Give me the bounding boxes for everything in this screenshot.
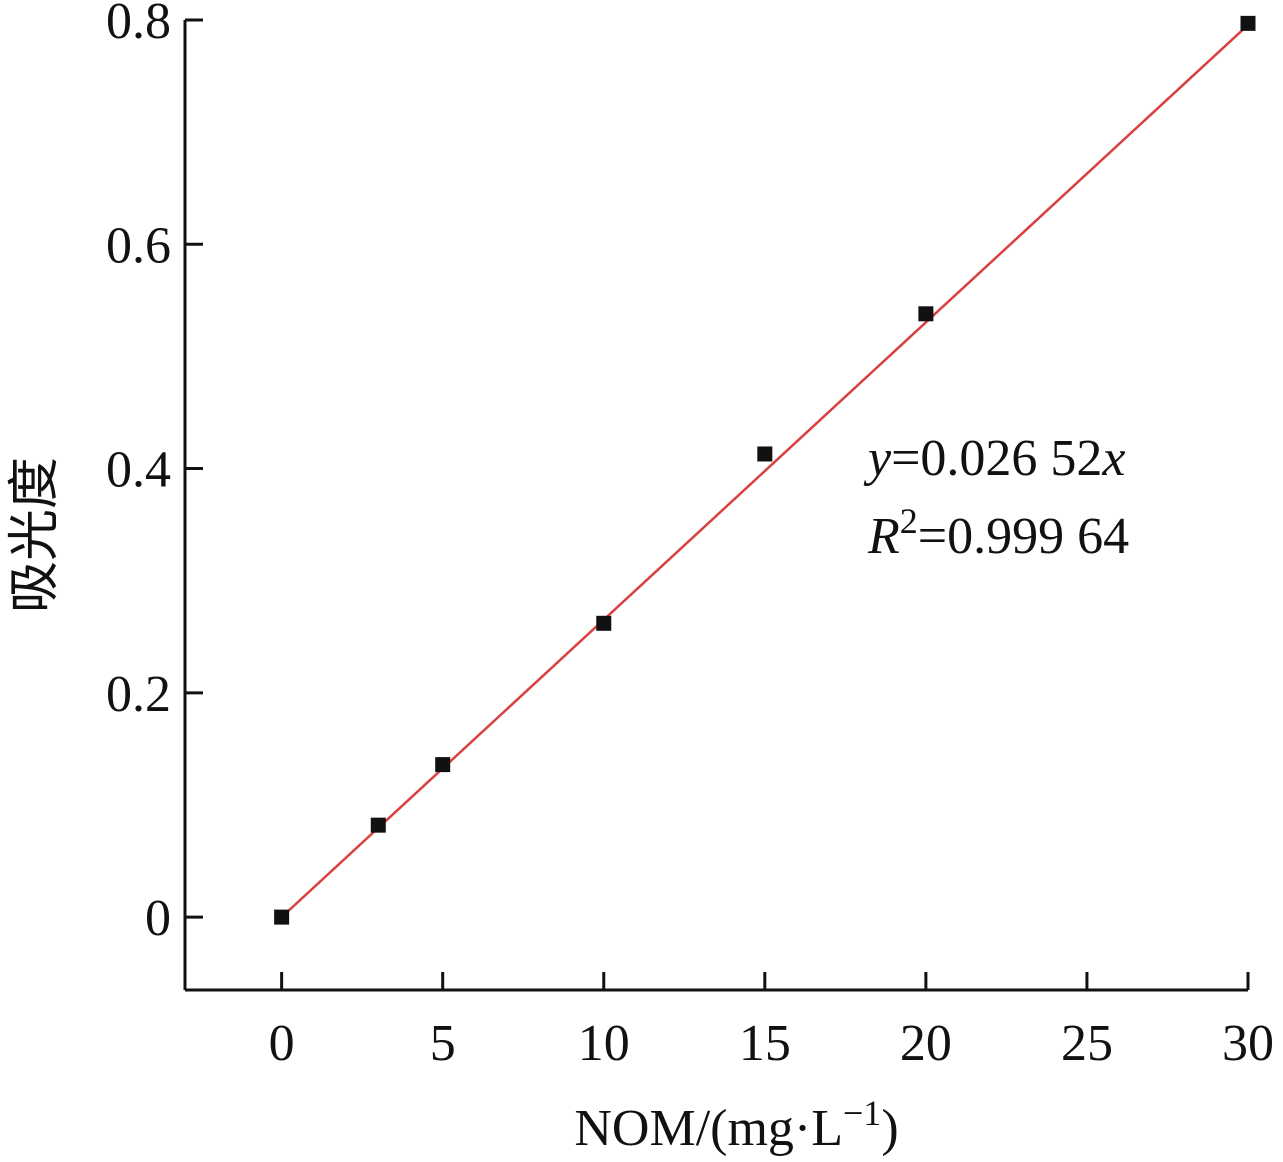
x-tick-label: 0 [269,1015,295,1072]
y-tick-label: 0.4 [106,442,171,499]
data-point [596,615,612,631]
x-axis-title-close: ) [881,1100,898,1157]
x-tick-label: 25 [1061,1015,1113,1072]
equation-coefficient: =0.026 52 [891,430,1102,487]
regression-equation: y=0.026 52x [863,430,1126,487]
data-point [435,757,451,773]
x-tick-label: 20 [900,1015,952,1072]
x-axis-title: NOM/(mg·L−1) [574,1093,898,1157]
equation-x-variable: x [1101,430,1125,487]
x-tick-label: 5 [430,1015,456,1072]
regression-annotation: y=0.026 52x R2=0.999 64 [863,430,1129,565]
data-point [370,817,386,833]
data-point [1240,15,1256,31]
equation-y-variable: y [863,430,892,487]
x-tick-label: 15 [739,1015,791,1072]
tick-marks [185,18,1250,990]
r-squared-variable: R [867,508,900,565]
r-squared-superscript: 2 [900,501,918,541]
data-point [274,909,290,925]
data-point [918,306,934,322]
x-axis-title-superscript: −1 [843,1093,881,1133]
y-tick-label: 0.8 [106,0,171,50]
tick-labels: 0 0.2 0.4 0.6 0.8 0 5 10 15 20 25 30 [106,0,1274,1072]
y-tick-label: 0.2 [106,666,171,723]
x-tick-label: 30 [1222,1015,1274,1072]
data-points [274,15,1256,925]
y-tick-label: 0.6 [106,217,171,274]
y-tick-label: 0 [145,890,171,947]
data-point [757,446,773,462]
x-axis-title-main: NOM/(mg·L [574,1100,843,1157]
y-axis-title: 吸光度 [7,457,64,613]
r-squared-value: =0.999 64 [918,508,1129,565]
x-tick-label: 10 [578,1015,630,1072]
r-squared: R2=0.999 64 [867,501,1129,565]
axes [183,20,1248,992]
